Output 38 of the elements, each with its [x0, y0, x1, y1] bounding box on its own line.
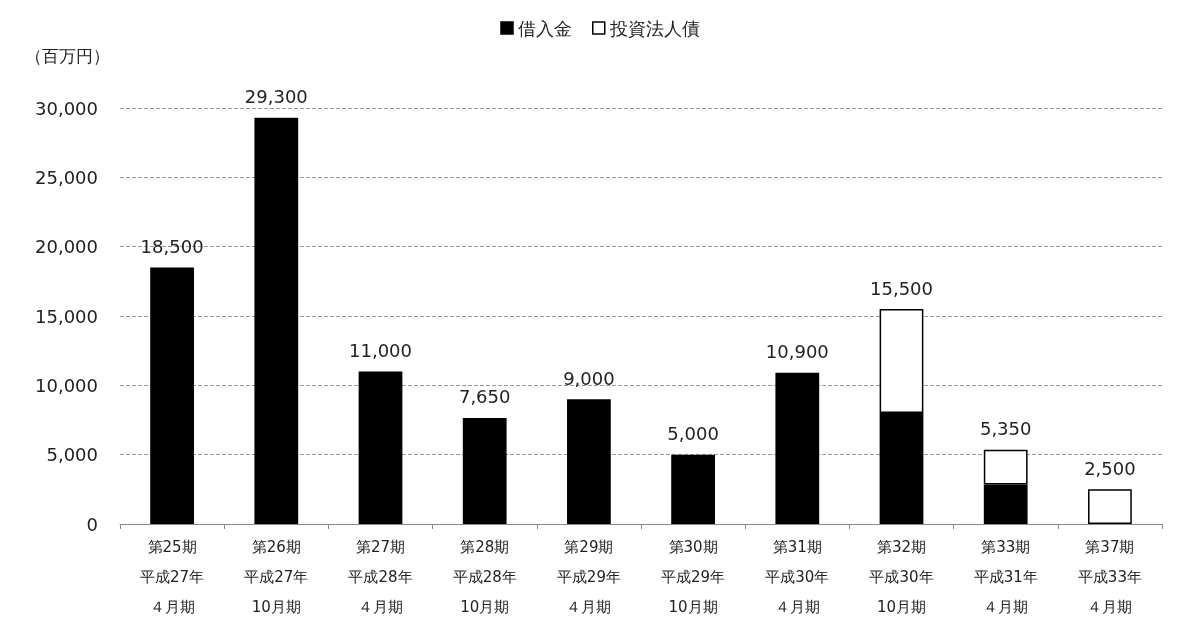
- y-tick-label: 15,000: [35, 305, 98, 327]
- y-tick-label: 5,000: [46, 444, 98, 466]
- total-label: 15,500: [870, 277, 933, 299]
- x-tick-label: 第26期平成27年10月期: [244, 538, 309, 616]
- total-label: 18,500: [140, 235, 204, 257]
- bar: [254, 117, 299, 524]
- y-tick-label: 25,000: [35, 166, 98, 188]
- bar: [462, 417, 507, 524]
- y-tick-label: 20,000: [35, 236, 98, 258]
- x-tick-label: 第28期平成28年10月期: [452, 538, 517, 616]
- total-label: 7,650: [458, 386, 511, 408]
- total-label: 2,500: [1084, 457, 1136, 479]
- y-tick-label: 30,000: [35, 97, 98, 119]
- total-label: 9,000: [563, 367, 615, 389]
- bar: [567, 399, 611, 524]
- total-label: 11,000: [349, 339, 412, 361]
- total-label: 5,000: [667, 423, 719, 445]
- legend-label: 借入金: [518, 17, 572, 39]
- total-label: 10,900: [765, 341, 829, 363]
- x-tick-label: 第29期平成29年４月期: [556, 538, 621, 616]
- bar: [358, 371, 403, 524]
- y-axis-title: （百万円）: [25, 45, 110, 66]
- total-label: 5,350: [979, 418, 1032, 440]
- bar: [150, 267, 194, 524]
- x-tick-label: 第32期平成30年10月期: [869, 538, 934, 616]
- x-tick-label: 第30期平成29年10月期: [661, 538, 726, 616]
- total-label: 29,300: [244, 86, 308, 108]
- x-tick-label: 第25期平成27年４月期: [140, 538, 205, 616]
- bar: [671, 454, 715, 524]
- x-tick-label: 第33期平成31年４月期: [973, 538, 1038, 616]
- y-tick-label: 10,000: [35, 374, 98, 396]
- bar: [775, 372, 820, 524]
- x-tick-label: 第37期平成33年４月期: [1077, 538, 1142, 616]
- legend-label: 投資法人債: [608, 17, 700, 39]
- bar: [1088, 489, 1132, 524]
- y-tick-label: 0: [86, 513, 98, 535]
- x-tick-label: 第31期平成30年４月期: [765, 538, 830, 616]
- x-tick-label: 第27期平成28年４月期: [348, 538, 413, 616]
